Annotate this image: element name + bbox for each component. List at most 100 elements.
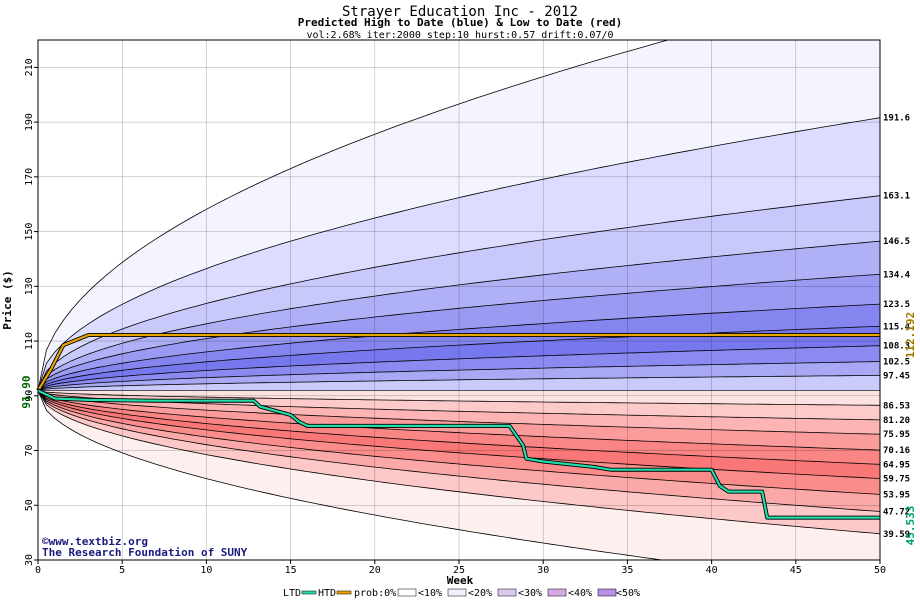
- y-tick-label: 170: [24, 168, 35, 186]
- low-band: [38, 390, 880, 406]
- high-level-label: 97.45: [883, 371, 910, 381]
- level-line: [38, 390, 880, 406]
- y-tick-label: 130: [24, 277, 35, 295]
- low-level-label: 53.95: [883, 490, 910, 500]
- level-line: [38, 390, 880, 465]
- x-tick-label: 35: [621, 565, 633, 576]
- high-band: [38, 195, 880, 391]
- level-line: [38, 390, 880, 495]
- ltd-final-label: 45.533: [904, 506, 917, 546]
- level-line: [38, 303, 880, 391]
- high-level-label: 146.5: [883, 237, 910, 247]
- low-band: [38, 390, 880, 435]
- svg-text:©www.textbiz.org: ©www.textbiz.org: [42, 535, 148, 548]
- level-line: [38, 390, 880, 479]
- legend-swatch-20: [497, 588, 517, 597]
- level-line: [38, 361, 880, 391]
- y-axis-label: Price ($): [1, 270, 14, 330]
- level-line: [38, 325, 880, 391]
- low-level-label: 39.59: [883, 530, 910, 540]
- x-tick-label: 5: [119, 565, 125, 576]
- high-band: [38, 117, 880, 391]
- legend-ltd-swatch: [301, 590, 317, 595]
- high-level-label: 102.5: [883, 358, 910, 368]
- high-level-label: 108.3: [883, 342, 910, 352]
- low-level-label: 59.75: [883, 475, 910, 485]
- low-level-label: 64.95: [883, 460, 910, 470]
- low-level-label: 47.72: [883, 508, 910, 518]
- htd-final-label: 112.192: [904, 312, 917, 358]
- x-tick-label: 0: [35, 565, 41, 576]
- low-band: [38, 390, 880, 451]
- high-level-label: 123.5: [883, 300, 910, 310]
- y-tick-label: 90: [24, 390, 35, 402]
- chart-subtitle: Predicted High to Date (blue) & Low to D…: [298, 16, 623, 29]
- credit-url: www.textbiz.org: [49, 535, 148, 548]
- x-tick-label: 45: [790, 565, 802, 576]
- y-tick-label: 210: [24, 58, 35, 76]
- high-level-label: 163.1: [883, 192, 910, 202]
- high-level-label: 134.4: [883, 270, 911, 280]
- y-tick-label: 110: [24, 332, 35, 350]
- high-band: [38, 304, 880, 391]
- axes: 0 5 10 15 20 25 30 35 40 45 50 30 50 70 90 110 130 150 170…: [24, 58, 886, 576]
- high-band: [38, 40, 880, 391]
- x-tick-label: 50: [874, 565, 886, 576]
- low-band: [38, 390, 880, 560]
- legend-swatch-30: [547, 588, 567, 597]
- level-line: [38, 390, 880, 435]
- legend: LTD HTD prob:0% <10% <20% <30% <40% <50%: [283, 588, 640, 599]
- low-band: [38, 390, 880, 534]
- high-band: [38, 274, 880, 391]
- start-price-label: 91.90: [20, 375, 33, 408]
- chart-title: Strayer Education Inc - 2012: [342, 4, 578, 20]
- legend-p50-label: <50%: [616, 588, 640, 599]
- legend-p30-label: <30%: [518, 588, 542, 599]
- legend-swatch-40: [597, 588, 617, 597]
- level-line: [38, 273, 880, 391]
- low-level-label: 70.16: [883, 446, 910, 456]
- x-tick-label: 20: [369, 565, 381, 576]
- high-band: [38, 345, 880, 391]
- legend-htd-swatch: [336, 590, 352, 595]
- x-tick-label: 40: [706, 565, 718, 576]
- ltd-line: [37, 389, 880, 519]
- legend-p10-label: <10%: [418, 588, 442, 599]
- high-band: [38, 241, 880, 391]
- high-band: [38, 361, 880, 391]
- level-line: [38, 390, 880, 451]
- y-tick-label: 150: [24, 223, 35, 241]
- legend-ltd-label: LTD: [283, 588, 301, 599]
- low-band: [38, 390, 880, 479]
- high-level-label: 191.6: [883, 114, 910, 124]
- level-line: [38, 240, 880, 391]
- high-band: [38, 326, 880, 391]
- level-line: [38, 40, 670, 391]
- x-tick-label: 10: [200, 565, 212, 576]
- low-band: [38, 390, 880, 512]
- legend-p40-label: <40%: [568, 588, 592, 599]
- low-level-label: 81.20: [883, 416, 910, 426]
- level-labels: 191.6 163.1 146.5 134.4 123.5 115.4 108.3 102.5…: [883, 114, 911, 540]
- y-tick-label: 190: [24, 113, 35, 131]
- y-tick-label: 30: [24, 554, 35, 566]
- y-tick-label: 70: [24, 445, 35, 457]
- legend-swatch-0: [397, 588, 417, 597]
- level-line: [38, 117, 880, 391]
- level-line: [38, 195, 880, 391]
- level-line: [38, 390, 880, 535]
- credit: ©www.textbiz.org The Research Foundation…: [42, 535, 248, 559]
- x-tick-label: 15: [285, 565, 297, 576]
- low-level-label: 75.95: [883, 430, 910, 440]
- level-lines: [38, 40, 880, 560]
- low-level-label: 86.53: [883, 401, 910, 411]
- htd-line: [37, 333, 880, 392]
- high-band: [38, 375, 880, 391]
- high-level-label: 115.4: [883, 322, 911, 332]
- x-axis-label: Week: [447, 574, 474, 587]
- legend-htd-label: HTD: [318, 588, 336, 599]
- level-line: [38, 345, 880, 391]
- legend-prob-label: prob:0%: [354, 588, 396, 599]
- y-tick-label: 50: [24, 499, 35, 511]
